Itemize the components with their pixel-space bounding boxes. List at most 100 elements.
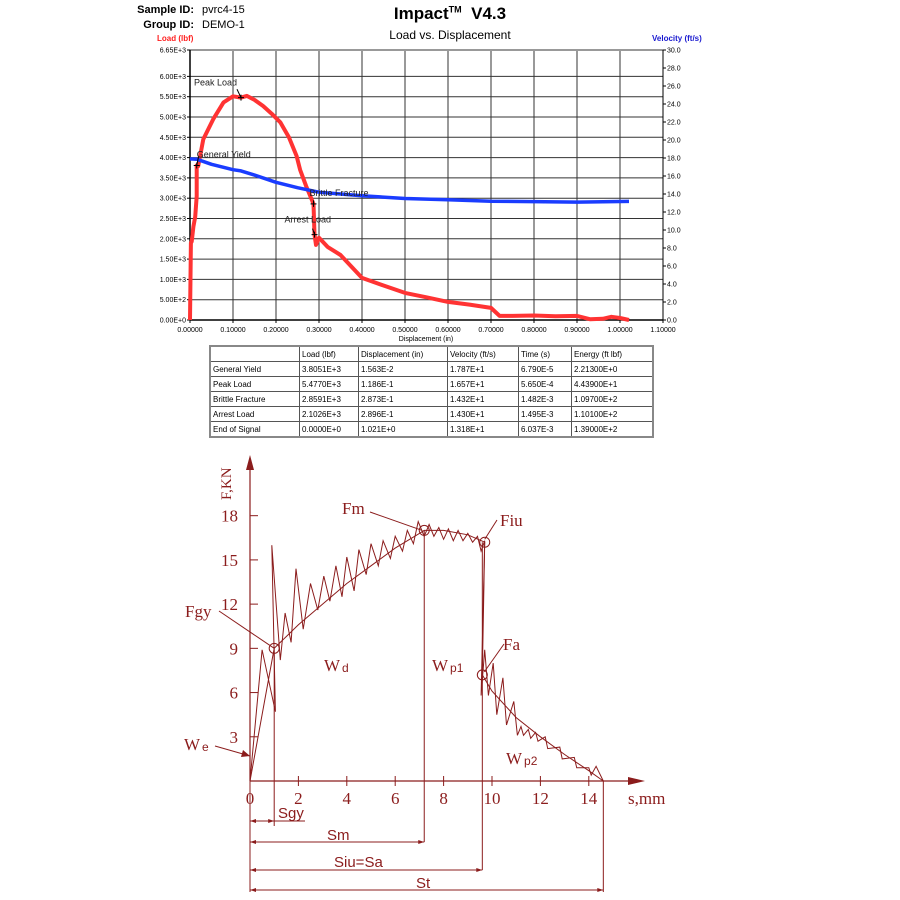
table-cell: 1.482E-3 (518, 391, 572, 407)
x-tick-label: 0.00000 (177, 327, 202, 334)
table-cell: 1.432E+1 (447, 391, 519, 407)
y-left-tick-label: 5.00E+2 (160, 297, 186, 304)
app-version: V4.3 (471, 4, 507, 23)
y-right-tick-label: 18.0 (667, 156, 681, 163)
y-tick-label: 3 (230, 728, 239, 747)
y-tick-label: 12 (221, 595, 238, 614)
sample-id-label: Sample ID: (137, 4, 194, 16)
column-header: Velocity (ft/s) (447, 345, 519, 362)
column-header (209, 345, 300, 362)
table-cell: 1.495E-3 (518, 406, 572, 422)
table-cell: 3.8051E+3 (299, 361, 359, 377)
x-tick-label: 0.20000 (263, 327, 288, 334)
y-left-tick-label: 2.00E+3 (160, 236, 186, 243)
table-header-row: Load (lbf) Displacement (in) Velocity (ft/… (209, 345, 654, 362)
table-cell: 1.657E+1 (447, 376, 519, 392)
table-cell: 2.1026E+3 (299, 406, 359, 422)
x-tick-label: 4 (343, 789, 352, 808)
x-tick-label: 10 (484, 789, 501, 808)
table-cell: 5.650E-4 (518, 376, 572, 392)
y-tick-label: 15 (221, 551, 238, 570)
dimension-arrow-icon (250, 819, 256, 823)
y-tick-label: 6 (230, 684, 239, 703)
y-right-tick-label: 12.0 (667, 210, 681, 217)
table-cell: 6.037E-3 (518, 421, 572, 438)
y-right-tick-label: 16.0 (667, 174, 681, 181)
fitted-curve (249, 529, 604, 782)
label-sub: p2 (524, 754, 538, 768)
table-row: General Yield 3.8051E+3 1.563E-2 1.787E+1 6.… (209, 361, 654, 377)
label-sub: d (342, 661, 349, 675)
x-tick-label: 0.90000 (564, 327, 589, 334)
app-title: ImpactTM V4.3 (300, 4, 600, 24)
table-cell: 5.4770E+3 (299, 376, 359, 392)
table-cell: 0.0000E+0 (299, 421, 359, 438)
x-tick-label: 0.70000 (478, 327, 503, 334)
table-cell: 1.787E+1 (447, 361, 519, 377)
label-main: W (324, 656, 341, 675)
annotation-label: Brittle Fracture (310, 188, 369, 198)
leader-line (369, 511, 423, 531)
table-row: Peak Load 5.4770E+3 1.186E-1 1.657E+1 5.650E… (209, 376, 654, 392)
table-row: Arrest Load 2.1026E+3 2.896E-1 1.430E+1 1.49… (209, 406, 654, 422)
table-cell: 1.563E-2 (358, 361, 448, 377)
y-left-tick-label: 3.00E+3 (160, 196, 186, 203)
x-tick-label: 0.50000 (392, 327, 417, 334)
x-axis-label: Displacement (in) (399, 336, 453, 343)
load-displacement-chart: 0.00000 0.10000 0.20000 0.30000 0.40000 0.500… (160, 48, 681, 335)
point-label: Fiu (500, 511, 523, 530)
plot-area (190, 50, 663, 320)
y-left-tick-label: 4.50E+3 (160, 135, 186, 142)
arrow-head-icon (241, 750, 250, 757)
column-header: Displacement (in) (358, 345, 448, 362)
y-tick-label: 18 (221, 507, 238, 526)
y-right-tick-label: 8.0 (667, 246, 677, 253)
y-left-tick-label: 6.65E+3 (160, 48, 186, 55)
x-tick-label: 2 (294, 789, 303, 808)
dimension-arrow-icon (476, 868, 483, 872)
x-tick-label: 0.60000 (435, 327, 460, 334)
x-tick-label: 1.00000 (607, 327, 632, 334)
label-main: W (432, 656, 449, 675)
dimension-arrow-icon (250, 888, 256, 892)
point-label: Fm (342, 499, 365, 518)
dimension-label-sm: Sm (327, 827, 350, 844)
x-tick-label: 0.40000 (349, 327, 374, 334)
y-right-tick-label: 20.0 (667, 138, 681, 145)
table-cell: 4.43900E+1 (571, 376, 654, 392)
y-left-tick-label: 4.00E+3 (160, 155, 186, 162)
table-cell: 1.021E+0 (358, 421, 448, 438)
y-right-tick-label: 22.0 (667, 120, 681, 127)
velocity-series-line (189, 157, 630, 204)
leader-line (483, 643, 505, 673)
column-header: Time (s) (518, 345, 572, 362)
x-tick-label: 14 (580, 789, 598, 808)
x-axis-arrow-icon (628, 777, 645, 785)
y-left-tick-label: 0.00E+0 (160, 318, 186, 325)
table-cell: Peak Load (209, 376, 300, 392)
dimension-arrow-icon (268, 819, 275, 823)
group-id-value: DEMO-1 (202, 19, 245, 31)
chart-title: Load vs. Displacement (389, 28, 511, 42)
y-right-tick-label: 6.0 (667, 264, 677, 271)
table-cell: 1.09700E+2 (571, 391, 654, 407)
point-marker-fiu (479, 536, 491, 548)
annotation-label: Peak Load (194, 78, 237, 88)
y-left-tick-label: 1.50E+3 (160, 257, 186, 264)
leader-line (484, 519, 498, 540)
table-row: End of Signal 0.0000E+0 1.021E+0 1.318E+1 6.… (209, 421, 654, 438)
table-cell: 1.39000E+2 (571, 421, 654, 438)
dimension-label-siu-sa: Siu=Sa (334, 854, 383, 871)
y-right-tick-label: 30.0 (667, 48, 681, 55)
x-tick-label: 0.30000 (306, 327, 331, 334)
table-cell: 2.8591E+3 (299, 391, 359, 407)
y-right-tick-label: 4.0 (667, 282, 677, 289)
y-right-tick-label: 2.0 (667, 300, 677, 307)
label-sub: e (202, 740, 209, 754)
column-header: Energy (ft lbf) (571, 345, 654, 362)
table-cell: General Yield (209, 361, 300, 377)
